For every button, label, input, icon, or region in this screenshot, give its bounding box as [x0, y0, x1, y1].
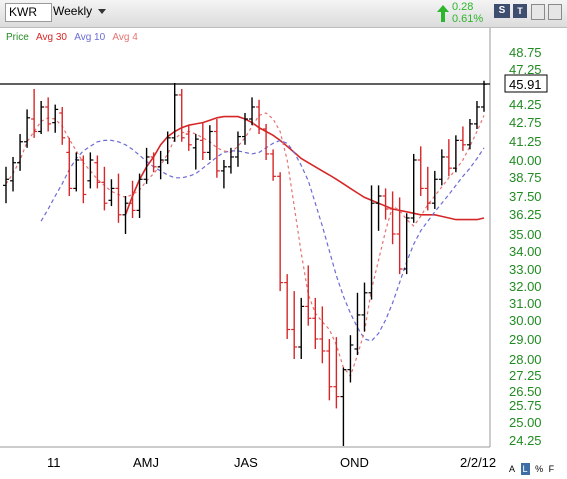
footer-percent[interactable]: % [535, 464, 544, 474]
y-tick-label: 24.25 [509, 433, 542, 448]
legend-avg4: Avg 4 [112, 32, 138, 43]
y-tick-label: 33.00 [509, 262, 542, 277]
y-tick-label: 26.50 [509, 384, 542, 399]
avg10-line [40, 139, 485, 342]
y-tick-label: 40.00 [509, 153, 542, 168]
y-tick-label: 29.00 [509, 332, 542, 347]
footer-a[interactable]: A [509, 464, 516, 474]
x-tick-label: 2/2/12 [460, 455, 496, 470]
change-value: 0.28 [452, 1, 474, 13]
legend-avg10: Avg 10 [74, 32, 106, 43]
y-tick-label: 28.00 [509, 352, 542, 367]
last-price-box [504, 74, 548, 93]
y-tick-label: 38.75 [509, 170, 542, 185]
footer-icons: A L % F [509, 463, 557, 475]
s-button[interactable]: S [494, 4, 510, 18]
y-tick-label: 37.50 [509, 189, 542, 204]
y-tick-label: 48.75 [509, 45, 542, 60]
symbol-input[interactable]: KWR [5, 3, 52, 22]
y-tick-label: 41.25 [509, 134, 542, 149]
y-tick-label: 25.00 [509, 415, 542, 430]
avg30-line [124, 115, 485, 221]
avg4-line [5, 112, 485, 378]
y-tick-label: 35.00 [509, 227, 542, 242]
t-dropdown-button[interactable]: T [513, 4, 527, 18]
last-price-label: 45.91 [509, 77, 542, 92]
period-select[interactable]: Weekly [53, 4, 93, 18]
y-tick-label: 42.75 [509, 115, 542, 130]
x-tick-label: AMJ [133, 455, 159, 470]
y-tick-label: 47.25 [509, 62, 542, 77]
x-tick-label: 11 [47, 455, 61, 470]
chart-toolbar: KWR Weekly 0.28 0.61% S T [0, 0, 567, 28]
change-percent: 0.61% [452, 13, 484, 25]
up-arrow-icon [437, 5, 449, 22]
x-tick-label: JAS [234, 455, 258, 470]
footer-f[interactable]: F [548, 464, 555, 474]
y-tick-label: 25.75 [509, 398, 542, 413]
y-tick-label: 34.00 [509, 244, 542, 259]
legend-price: Price [6, 32, 29, 43]
y-tick-label: 31.00 [509, 296, 542, 311]
window-icon[interactable] [548, 4, 562, 20]
y-tick-label: 32.00 [509, 279, 542, 294]
legend-avg30: Avg 30 [36, 32, 67, 43]
y-tick-label: 30.00 [509, 313, 542, 328]
chart-legend: Price Avg 30 Avg 10 Avg 4 [6, 31, 143, 44]
x-tick-label: OND [340, 455, 369, 470]
y-tick-label: 44.25 [509, 97, 542, 112]
dropdown-caret-icon[interactable] [98, 9, 106, 14]
footer-l-icon[interactable]: L [520, 463, 530, 475]
y-tick-label: 27.25 [509, 368, 542, 383]
y-tick-label: 36.25 [509, 207, 542, 222]
save-icon[interactable] [531, 4, 545, 20]
